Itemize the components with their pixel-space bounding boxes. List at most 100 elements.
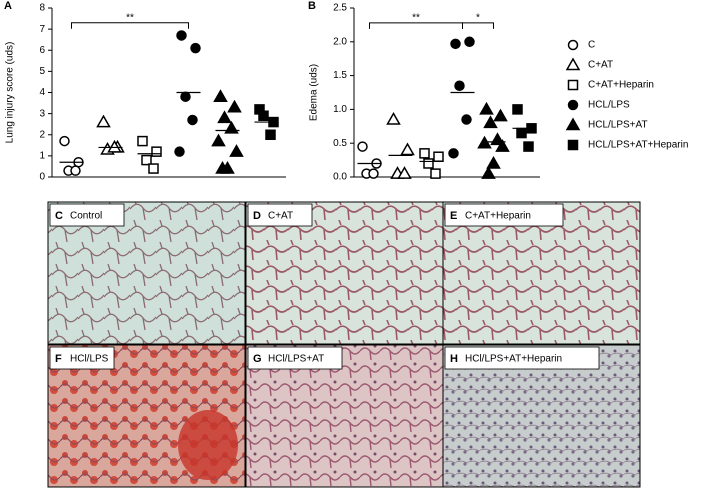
data-point [512,104,523,115]
data-point [151,146,162,157]
data-point [258,110,269,121]
data-point [483,115,498,129]
hemorrhage [178,410,238,480]
y-tick-label: 2.0 [333,36,347,47]
significance-bracket [369,22,463,29]
data-point [217,110,232,124]
data-point [224,120,239,134]
data-point [176,30,187,41]
image-label-box [49,346,115,370]
data-point [448,148,459,159]
legend-label: HCL/LPS+AT [588,120,648,131]
legend-marker [567,99,579,111]
data-point [211,133,226,147]
significance-label: * [476,13,480,24]
data-point [454,80,465,91]
y-tick-label: 0.5 [333,138,347,149]
data-point [493,108,508,122]
legend-marker [567,79,579,91]
histology-panels: C Control D C+AT E C+AT+Heparin F HCl/LPS G HCl/L… [47,201,641,488]
y-tick-label: 1.5 [333,70,347,81]
image-label: HCl/LPS+AT+Heparin [465,354,562,365]
significance-label: ** [412,13,420,24]
image-letter: C [55,210,63,222]
y-tick-label: 8 [39,3,45,14]
data-point [190,42,201,54]
data-point [386,112,401,125]
legend: C C+AT C+AT+Heparin HCL/LPS HCL/LPS+AT HCL/LP… [565,39,688,151]
significance-bracket [71,22,189,29]
data-point [227,99,242,113]
data-point [215,161,230,174]
y-tick-label: 3 [39,108,45,119]
y-axis-label: Lung injury score (uds) [5,42,16,144]
data-point [141,154,152,166]
data-point [148,163,159,174]
data-point [137,135,148,147]
data-point [229,144,244,157]
data-point [430,168,441,179]
y-tick-label: 4 [39,87,45,98]
legend-label: C+AT+Heparin [588,80,654,91]
y-tick-label: 2 [39,129,45,140]
data-point [464,36,475,48]
data-point [450,38,461,50]
image-label-box [247,346,343,370]
data-point [433,151,444,162]
panel-letter: B [308,0,316,12]
data-point [368,168,379,179]
charts: A Lung injury score (uds) 0 1 2 3 4 5 6 7 8 ** B Edem… [4,0,540,183]
image-letter: E [450,210,457,222]
data-point [495,139,510,152]
data-point [486,155,501,169]
y-tick-label: 1.0 [333,104,347,115]
y-tick-label: 6 [39,45,45,56]
legend-marker [565,57,581,71]
data-point [523,141,534,152]
data-point [477,135,492,149]
y-axis-label: Edema (uds) [309,64,320,121]
data-point [397,166,412,179]
data-point [70,165,81,176]
y-tick-label: 5 [39,66,45,77]
data-point [516,127,527,139]
image-label: HCl/LPS+AT [268,354,324,365]
data-point [180,91,191,102]
significance-bracket [462,22,494,29]
image-label-box [49,203,125,227]
y-tick-label: 2.5 [333,3,347,14]
y-tick-label: 7 [39,24,45,35]
image-label: C+AT [268,211,293,222]
data-point [357,141,368,152]
image-label-box [444,346,600,370]
legend-label: C+AT [588,60,613,71]
data-point [174,146,185,157]
data-point [213,89,228,102]
legend-marker [567,39,579,51]
legend-marker [567,139,579,151]
data-point [419,148,430,159]
y-tick-label: 0.0 [333,172,347,183]
data-point [400,142,415,156]
data-point [479,101,494,115]
data-point [187,114,198,126]
data-point [461,114,472,125]
y-tick-label: 0 [39,172,45,183]
data-point [96,114,111,128]
image-letter: G [253,353,262,365]
legend-label: HCL/LPS [588,100,630,111]
image-label: HCl/LPS [70,354,109,365]
significance-label: ** [126,12,134,23]
data-point [481,166,496,179]
image-label: C+AT+Heparin [465,211,531,222]
data-point [107,139,122,153]
image-letter: D [253,210,261,222]
y-tick-label: 1 [39,151,45,162]
image-letter: F [55,353,62,365]
data-point [423,158,434,169]
panel-letter: A [4,0,12,12]
legend-marker [565,117,581,131]
image-label-box [247,203,313,227]
legend-label: C [588,40,595,51]
